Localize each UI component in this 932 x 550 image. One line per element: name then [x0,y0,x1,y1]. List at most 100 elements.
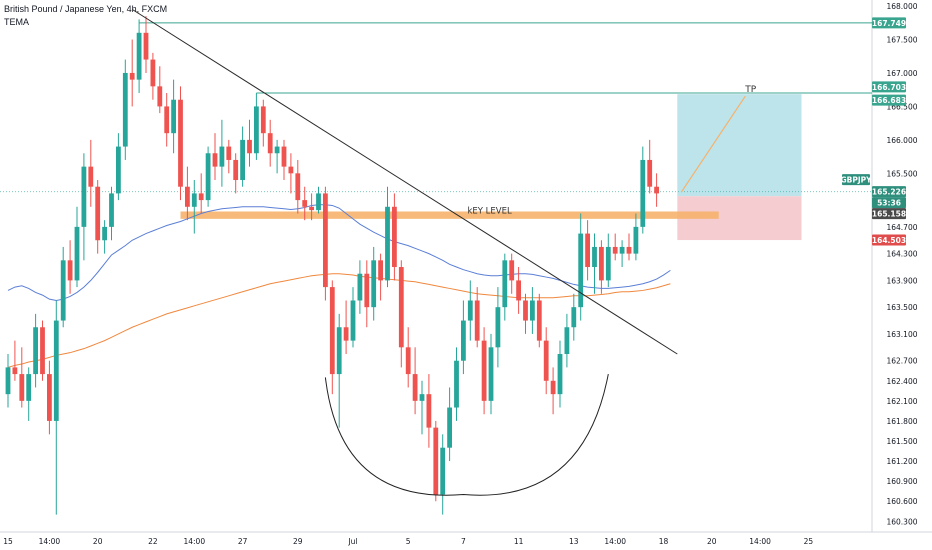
price-label-text: 165.158 [872,210,906,219]
y-tick-label: 163.500 [886,303,917,312]
y-tick-label: 161.200 [886,457,917,466]
candle-body [316,193,321,211]
candle-body [647,159,653,187]
candle-body [412,374,418,401]
price-label-text: 53:36 [877,199,901,208]
candle-body [226,146,232,160]
candle-body [605,246,611,281]
price-label-box [872,94,906,106]
candle-body [212,153,218,167]
chart-title: British Pound / Japanese Yen, 4h, FXCM [4,4,168,14]
candle-body [150,59,156,87]
x-tick-label: 25 [804,537,814,546]
candle-body [143,32,149,60]
y-tick-label: 160.900 [886,477,917,486]
candle-body [60,260,66,321]
x-tick-label: 29 [293,537,303,546]
x-tick-label: 20 [707,537,717,546]
y-tick-label: 160.300 [886,517,917,526]
candle-body [122,72,128,147]
candle-body [302,200,308,207]
y-tick-label: 165.500 [886,169,917,178]
candle-body [267,133,273,154]
x-tick-label: 14:00 [183,537,205,546]
candle-body [274,146,280,154]
candle-body [371,260,377,308]
x-tick-label: 13 [569,537,579,546]
candle-body [88,166,94,187]
indicator-label[interactable]: TEMA [4,17,30,27]
candle-body [419,394,425,401]
candle-body [323,193,328,288]
candle-body [205,153,211,201]
y-tick-label: 162.400 [886,377,917,386]
tp-arrow [680,95,746,193]
candle-body [47,374,52,421]
candle-body [557,354,563,395]
candle-body [592,246,597,268]
candle-body [357,273,363,301]
candle-body [426,394,432,428]
candle-body [157,86,163,107]
x-tick-label: 14:00 [39,537,61,546]
price-label-box [872,81,906,93]
candle-body [571,307,577,328]
candle-body [350,300,356,341]
trendline [131,8,678,355]
y-tick-label: 162.700 [886,357,917,366]
candle-body [109,193,114,227]
candle-body [612,246,618,254]
y-tick-label: 161.500 [886,437,917,446]
candle-body [19,374,25,401]
x-tick-label: Jul [347,537,357,546]
y-tick-label: 162.100 [886,397,917,406]
candle-body [40,327,45,375]
y-tick-label: 163.900 [886,276,917,285]
y-tick-label: 164.700 [886,223,917,232]
x-tick-label: 22 [148,537,158,546]
series-line-1 [7,273,671,368]
price-label-text: 164.503 [872,236,906,245]
candle-body [536,300,542,341]
y-tick-label: 163.100 [886,330,917,339]
candle-body [95,186,101,241]
y-tick-label: 167.000 [886,69,917,78]
y-tick-label: 167.500 [886,35,917,44]
x-tick-label: 7 [461,537,466,546]
candle-body [392,206,397,268]
y-tick-label: 164.300 [886,250,917,259]
candle-body [116,146,121,194]
candle-body [309,206,314,211]
key-level-label: kEY LEVEL [467,206,511,216]
candle-body [171,99,176,134]
candle-body [585,233,590,268]
candle-body [564,327,570,355]
candle-body [405,347,411,375]
candle-body [240,139,245,181]
x-tick-label: 15 [3,537,13,546]
x-tick-label: 18 [659,537,669,546]
candle-body [364,273,370,308]
candle-body [164,106,170,134]
price-label-text: 166.683 [872,96,906,105]
price-label-box [842,174,870,186]
candle-body [33,327,38,375]
candle-body [516,280,521,301]
candle-body [633,226,639,254]
candle-body [433,427,439,495]
candle-body [26,374,32,401]
candle-body [481,340,487,401]
candle-body [247,139,252,154]
candle-body [440,447,446,495]
candle-body [398,267,404,348]
candle-body [654,186,659,194]
candle-body [509,260,515,281]
y-tick-label: 166.000 [886,136,917,145]
candle-body [136,32,142,80]
candle-body [5,367,11,395]
candle-body [233,159,239,181]
target-zone [677,94,802,197]
candle-body [550,380,556,395]
